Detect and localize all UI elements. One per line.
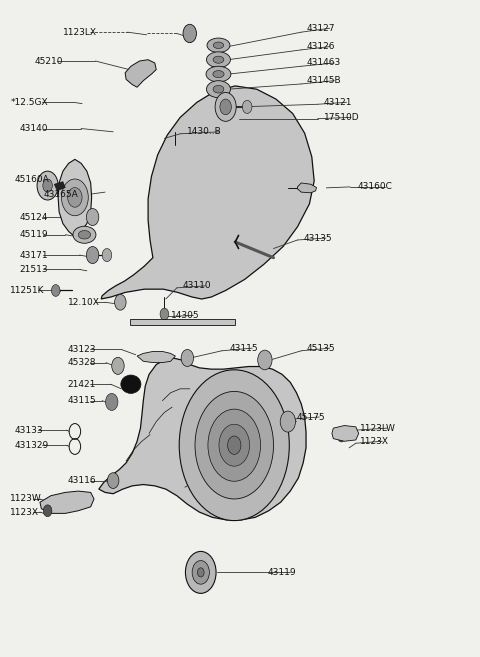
Circle shape bbox=[86, 246, 99, 263]
Circle shape bbox=[215, 93, 236, 122]
Circle shape bbox=[208, 409, 261, 482]
Polygon shape bbox=[137, 351, 175, 363]
Circle shape bbox=[112, 357, 124, 374]
Text: 45160A: 45160A bbox=[15, 175, 50, 183]
Text: 43126: 43126 bbox=[307, 42, 336, 51]
Polygon shape bbox=[130, 319, 235, 325]
Circle shape bbox=[192, 560, 209, 584]
Text: 43115: 43115 bbox=[68, 396, 96, 405]
Ellipse shape bbox=[206, 52, 230, 68]
Text: 43171: 43171 bbox=[20, 250, 48, 260]
Text: 21421: 21421 bbox=[68, 380, 96, 389]
Text: 431463: 431463 bbox=[307, 58, 341, 68]
Polygon shape bbox=[125, 60, 156, 87]
Polygon shape bbox=[332, 426, 359, 442]
Text: 45119: 45119 bbox=[20, 230, 48, 239]
Ellipse shape bbox=[206, 66, 231, 82]
Text: 1123X: 1123X bbox=[360, 437, 389, 445]
Ellipse shape bbox=[213, 42, 224, 49]
Text: 1430..B: 1430..B bbox=[187, 127, 222, 136]
Circle shape bbox=[106, 394, 118, 411]
Text: 1123W: 1123W bbox=[10, 495, 42, 503]
Text: 43160C: 43160C bbox=[357, 183, 392, 191]
Circle shape bbox=[43, 179, 52, 192]
Text: 45135: 45135 bbox=[307, 344, 336, 353]
Text: 45328: 45328 bbox=[68, 358, 96, 367]
Polygon shape bbox=[54, 181, 65, 191]
Ellipse shape bbox=[213, 85, 224, 93]
Circle shape bbox=[195, 392, 274, 499]
Text: 17510D: 17510D bbox=[324, 113, 360, 122]
Ellipse shape bbox=[213, 70, 224, 78]
Ellipse shape bbox=[78, 231, 91, 239]
Circle shape bbox=[197, 568, 204, 577]
Circle shape bbox=[185, 551, 216, 593]
Text: 45124: 45124 bbox=[20, 213, 48, 221]
Text: 45175: 45175 bbox=[297, 413, 325, 422]
Text: 43127: 43127 bbox=[307, 24, 336, 33]
Polygon shape bbox=[40, 491, 94, 513]
Text: 43165A: 43165A bbox=[44, 190, 79, 198]
Text: 43145B: 43145B bbox=[307, 76, 342, 85]
Text: 431329: 431329 bbox=[15, 441, 49, 449]
Text: 43123: 43123 bbox=[68, 345, 96, 354]
Circle shape bbox=[61, 179, 88, 215]
Text: 43140: 43140 bbox=[20, 124, 48, 133]
Circle shape bbox=[86, 208, 99, 225]
Circle shape bbox=[220, 99, 231, 115]
Text: 43133: 43133 bbox=[15, 426, 44, 435]
Ellipse shape bbox=[121, 375, 141, 394]
Text: 1123LX: 1123LX bbox=[63, 28, 97, 37]
Text: 43119: 43119 bbox=[268, 568, 296, 577]
Text: 1123X: 1123X bbox=[10, 508, 39, 516]
Text: 43115: 43115 bbox=[229, 344, 258, 353]
Text: 14305: 14305 bbox=[170, 311, 199, 320]
Text: 45210: 45210 bbox=[34, 57, 63, 66]
Circle shape bbox=[181, 350, 193, 367]
Text: 12.10X: 12.10X bbox=[68, 298, 99, 307]
Circle shape bbox=[183, 24, 196, 43]
Circle shape bbox=[102, 248, 112, 261]
Circle shape bbox=[228, 436, 241, 455]
Circle shape bbox=[43, 505, 52, 516]
Polygon shape bbox=[298, 183, 317, 193]
Text: 43121: 43121 bbox=[324, 98, 352, 107]
Ellipse shape bbox=[207, 38, 230, 53]
Circle shape bbox=[68, 187, 82, 207]
Circle shape bbox=[179, 370, 289, 520]
Ellipse shape bbox=[206, 81, 230, 98]
Text: 43110: 43110 bbox=[182, 281, 211, 290]
Circle shape bbox=[219, 424, 250, 466]
Circle shape bbox=[258, 350, 272, 370]
Circle shape bbox=[160, 308, 168, 320]
Polygon shape bbox=[99, 358, 306, 520]
Text: 21513: 21513 bbox=[20, 265, 48, 274]
Text: 11251K: 11251K bbox=[10, 286, 45, 295]
Circle shape bbox=[108, 473, 119, 488]
Circle shape bbox=[337, 432, 345, 442]
Circle shape bbox=[115, 294, 126, 310]
Polygon shape bbox=[101, 86, 314, 299]
Circle shape bbox=[37, 171, 58, 200]
Circle shape bbox=[242, 101, 252, 114]
Text: 43135: 43135 bbox=[303, 233, 332, 242]
Text: 1123LW: 1123LW bbox=[360, 424, 396, 433]
Text: 43116: 43116 bbox=[68, 476, 96, 485]
Polygon shape bbox=[58, 160, 92, 237]
Polygon shape bbox=[317, 183, 326, 191]
Circle shape bbox=[280, 411, 296, 432]
Ellipse shape bbox=[213, 56, 224, 63]
Text: *12.5GX: *12.5GX bbox=[10, 98, 48, 107]
Ellipse shape bbox=[73, 226, 96, 243]
Circle shape bbox=[51, 284, 60, 296]
